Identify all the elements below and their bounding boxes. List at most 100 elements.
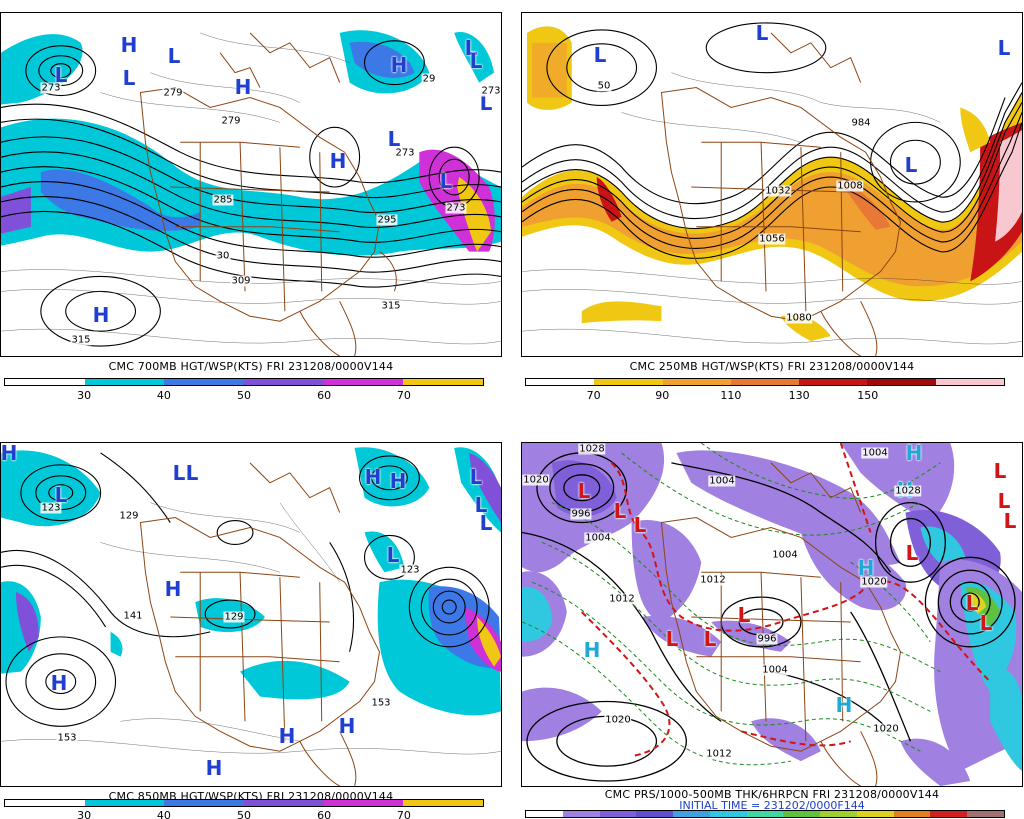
pressure-center-high: H [50, 671, 68, 695]
scale-tick: 40 [156, 389, 171, 402]
contour-value: 1008 [836, 180, 864, 192]
scale-seg [967, 811, 1004, 817]
pressure-center-high: H [234, 75, 252, 99]
isobar-value: 1004 [708, 475, 736, 487]
pressure-center-low: L [904, 153, 918, 177]
isobar-value: 996 [570, 508, 592, 520]
precip-ne [840, 443, 955, 523]
geographic-boundaries [139, 32, 397, 356]
pressure-center-high: H [278, 724, 296, 748]
contour-value: 273 [480, 85, 501, 97]
precip-central2 [711, 620, 791, 652]
scale-seg [662, 379, 731, 385]
map-850mb: H L L L H H L L L H L H H H H 123 129 14… [0, 442, 502, 787]
panel-850mb: H L L L H H L L L H L H H H H 123 129 14… [0, 430, 502, 819]
map-250mb: L L L L 50 984 1032 1008 1056 1080 [521, 12, 1023, 357]
geographic-boundaries [660, 462, 902, 786]
scale-seg [323, 379, 404, 385]
pressure-center-high: H [329, 149, 347, 173]
scale-seg [84, 800, 165, 806]
pressure-center-high: H [857, 556, 875, 580]
jet-band-pink [995, 130, 1022, 242]
thin-contour-lines [522, 72, 1022, 345]
contour-value: 141 [122, 610, 144, 622]
precip-atlantic-cyan [960, 581, 1017, 692]
initial-time-caption: INITIAL TIME = 231202/0000F144 [679, 799, 865, 812]
wind-band-far-ne [454, 31, 495, 83]
thin-isotach-lines [1, 32, 501, 345]
contour-value: 153 [370, 697, 392, 709]
wind-band-purple [1, 186, 31, 234]
freezing-thickness-line [581, 443, 991, 758]
scale-tick: 60 [317, 389, 332, 402]
panel-caption: CMC 250MB HGT/WSP(KTS) FRI 231208/0000V1… [629, 360, 915, 373]
scale-seg [746, 811, 784, 817]
pressure-center-low: L [54, 483, 68, 507]
scale-seg [893, 811, 931, 817]
scale-seg [323, 800, 404, 806]
jet-band-ne-yellow [960, 107, 991, 153]
wind-band-ne [354, 447, 430, 507]
pressure-center-high: H [205, 756, 223, 780]
pressure-center-low: L [997, 36, 1011, 60]
scale-tick: 60 [317, 809, 332, 819]
isobar-value: 1004 [771, 549, 799, 561]
height-contours [1, 40, 501, 347]
scale-tick: 130 [788, 389, 810, 402]
jet-band-dark-orange [840, 182, 891, 230]
map-700mb: L H L L H H L L L H L L H 279 279 29 273… [0, 12, 502, 357]
scale-tick: 40 [156, 809, 171, 819]
scale-seg [244, 379, 324, 385]
contour-value: 984 [850, 117, 872, 129]
pressure-center-high: H [338, 714, 356, 738]
isobars [522, 452, 1016, 782]
map-pressure-thickness-canvas [522, 443, 1022, 786]
contour-value: 273 [445, 202, 467, 214]
scale-seg [820, 811, 857, 817]
wind-band-pacific [110, 631, 123, 657]
scale-seg [930, 811, 968, 817]
geographic-boundaries [139, 462, 381, 786]
pressure-center-low: L [464, 36, 478, 60]
panel-caption: CMC 700MB HGT/WSP(KTS) FRI 231208/0000V1… [108, 360, 394, 373]
height-contours [522, 22, 1022, 259]
pressure-center-high: H [835, 693, 853, 717]
contour-value: 295 [376, 214, 398, 226]
pressure-center-low: L [387, 127, 401, 151]
isobar-value: 1028 [578, 443, 606, 455]
pressure-center-low: L [1003, 509, 1017, 533]
wind-band-atlantic-yellow [477, 616, 501, 667]
contour-value: 1080 [785, 312, 813, 324]
pressure-center-low: L [993, 459, 1007, 483]
isobar-value: 1004 [761, 664, 789, 676]
scale-seg [244, 800, 324, 806]
jet-band-nw-inner [531, 42, 567, 98]
height-contours [1, 452, 490, 727]
scale-ticks: 70 90 110 130 150 [525, 389, 1005, 403]
precip-atlantic-yellow [970, 592, 987, 615]
scale-seg [599, 811, 637, 817]
pressure-center-high: H [905, 442, 923, 465]
pressure-center-high: H [92, 303, 110, 327]
scale-tick: 110 [720, 389, 742, 402]
contour-value: 29 [421, 73, 437, 85]
contour-value: 285 [212, 194, 234, 206]
contour-value: 129 [223, 611, 245, 623]
contour-value: 129 [118, 510, 140, 522]
pressure-center-low: L [633, 513, 647, 537]
contour-value: 123 [399, 564, 421, 576]
isobar-value: 1028 [894, 485, 922, 497]
pressure-center-high: H [390, 53, 408, 77]
precip-nw-inner [551, 460, 617, 517]
scale-tick: 70 [586, 389, 601, 402]
pressure-center-high: H [364, 465, 382, 489]
isobar-value: 1012 [705, 748, 733, 760]
contour-value: 315 [380, 300, 402, 312]
wind-band-e [364, 531, 405, 573]
scale-ticks: 30 40 50 60 70 [4, 389, 484, 403]
isobar-value: 1020 [604, 714, 632, 726]
pressure-center-low: L [479, 511, 493, 535]
pressure-center-low: L [185, 461, 199, 485]
scale-tick: 30 [77, 809, 92, 819]
contour-value: 123 [40, 502, 62, 514]
